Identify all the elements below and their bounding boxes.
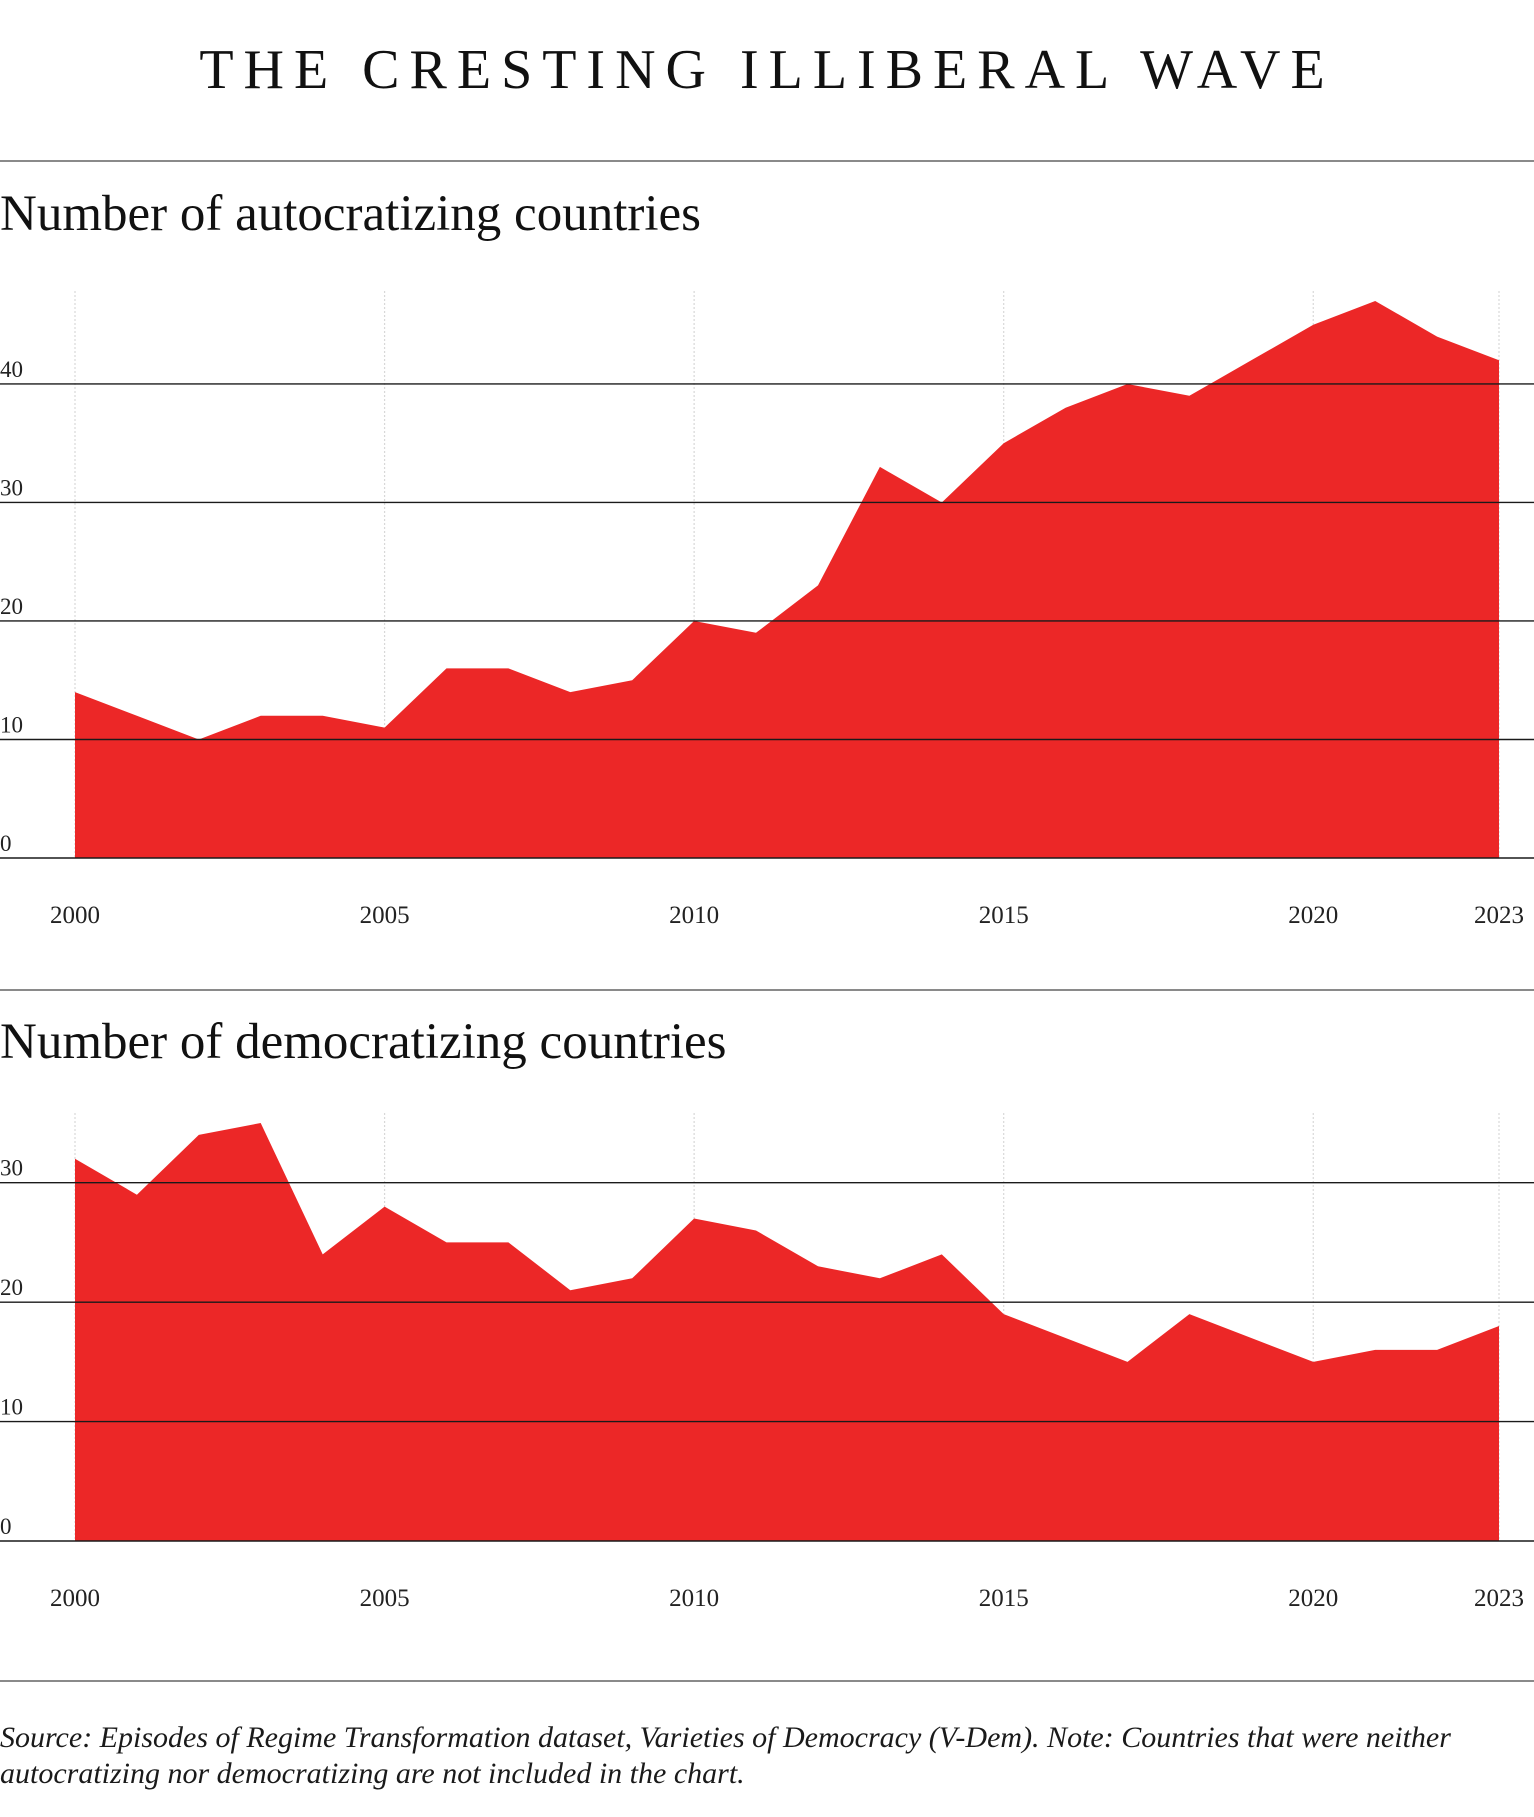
middle-divider (0, 989, 1534, 991)
y-tick-label: 0 (0, 1514, 12, 1539)
democratizing-chart-title: Number of democratizing countries (0, 1014, 727, 1070)
series-area (75, 1123, 1499, 1541)
top-divider (0, 160, 1534, 162)
y-tick-label: 40 (0, 357, 23, 382)
y-tick-label: 10 (0, 1395, 23, 1420)
y-tick-label: 20 (0, 594, 23, 619)
x-tick-label: 2023 (1474, 1585, 1524, 1612)
x-tick-label: 2020 (1288, 1585, 1338, 1612)
series-area (75, 301, 1499, 858)
autocratizing-area-chart: 0 10 20 30 40 2000 2005 2010 2015 2020 2023 (0, 291, 1534, 929)
x-tick-label: 2005 (360, 902, 410, 929)
x-tick-label: 2023 (1474, 902, 1524, 929)
x-tick-label: 2010 (669, 902, 719, 929)
x-tick-label: 2005 (360, 1585, 410, 1612)
y-tick-label: 0 (0, 831, 12, 856)
x-tick-label: 2020 (1288, 902, 1338, 929)
x-tick-label: 2015 (979, 1585, 1029, 1612)
x-tick-label: 2000 (50, 1585, 100, 1612)
x-tick-label: 2000 (50, 902, 100, 929)
x-tick-label: 2010 (669, 1585, 719, 1612)
y-tick-label: 20 (0, 1275, 23, 1300)
democratizing-area-chart: 0 10 20 30 2000 2005 2010 2015 2020 2023 (0, 1113, 1534, 1612)
y-tick-label: 30 (0, 475, 23, 500)
source-note: Source: Episodes of Regime Transformatio… (0, 1721, 1451, 1790)
bottom-divider (0, 1680, 1534, 1682)
y-tick-label: 10 (0, 712, 23, 737)
y-tick-label: 30 (0, 1156, 23, 1181)
autocratizing-chart-title: Number of autocratizing countries (0, 186, 702, 242)
x-tick-label: 2015 (979, 902, 1029, 929)
main-title: THE CRESTING ILLIBERAL WAVE (199, 39, 1335, 101)
